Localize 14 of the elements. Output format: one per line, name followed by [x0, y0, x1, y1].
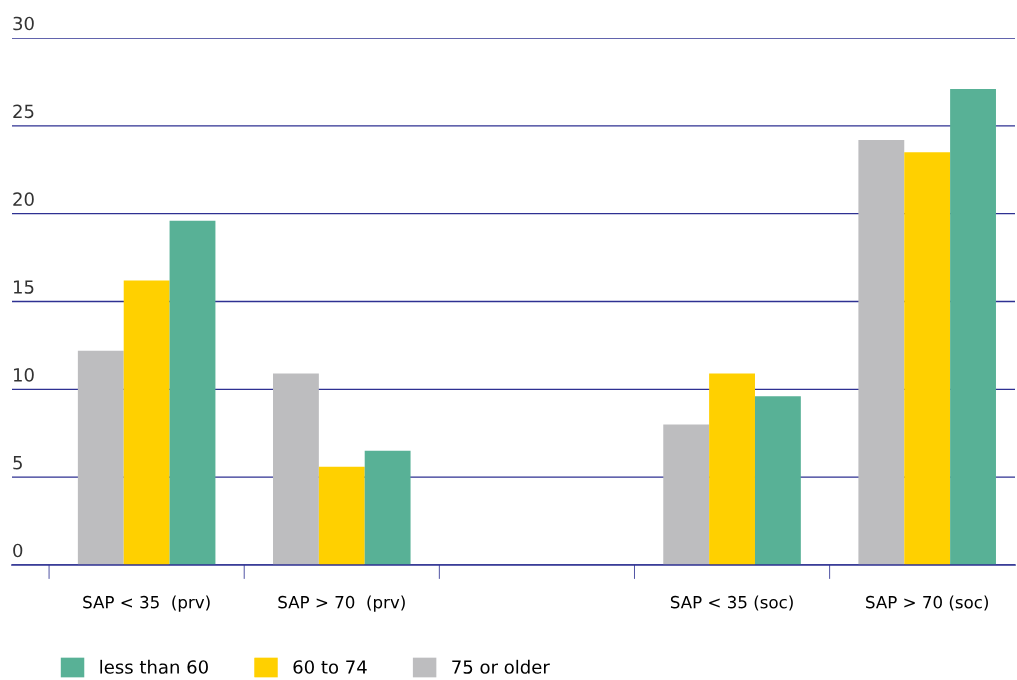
y-tick-label: 25 [13, 104, 34, 119]
legend-label: 60 to 74 [293, 660, 367, 674]
x-tick-label: SAP > 70 (soc) [866, 595, 988, 611]
y-tick-label: 5 [13, 456, 22, 470]
x-tick-label: SAP < 35 (soc) [670, 595, 793, 611]
x-tick-label: SAP > 70 (prv) [278, 595, 405, 612]
y-tick-label: 0 [13, 543, 23, 558]
y-tick-label: 30 [13, 16, 34, 31]
y-tick-label: 10 [13, 368, 34, 382]
y-tick-label: 20 [13, 192, 34, 206]
x-tick-label: SAP < 35 (prv) [83, 595, 210, 612]
legend-label: less than 60 [100, 659, 208, 674]
y-tick-label: 15 [13, 280, 34, 294]
legend-label: 75 or older [452, 659, 550, 674]
